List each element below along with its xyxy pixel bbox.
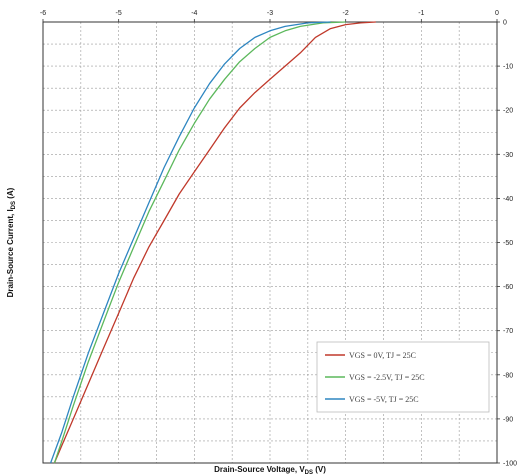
- legend-items: VGS = 0V, TJ = 25C VGS = -2.5V, TJ = 25C V…: [325, 351, 425, 404]
- series-line-2: [53, 21, 346, 464]
- x-tick-label: 0: [495, 10, 499, 17]
- y-tick-label: -10: [503, 64, 513, 71]
- y-axis-title: Drain-Source Current, IDS (A): [6, 187, 17, 297]
- x-tick-label: -5: [116, 10, 122, 17]
- series-line-3: [49, 21, 331, 464]
- legend-label-2: VGS = -2.5V, TJ = 25C: [349, 373, 425, 382]
- legend-label-1: VGS = 0V, TJ = 25C: [349, 351, 416, 360]
- legend-label-3: VGS = -5V, TJ = 25C: [349, 395, 419, 404]
- x-tick-label: -3: [267, 10, 273, 17]
- legend: VGS = 0V, TJ = 25C VGS = -2.5V, TJ = 25C V…: [316, 341, 490, 413]
- y-tick-label: -100: [503, 461, 517, 468]
- x-tick-label: -1: [418, 10, 424, 17]
- series-layer: [49, 21, 376, 464]
- x-tick-label: -2: [343, 10, 349, 17]
- y-tick-label: 0: [503, 20, 507, 27]
- x-tick-label: -6: [40, 10, 46, 17]
- y-tick-label: -90: [503, 416, 513, 423]
- x-tick-label: -4: [191, 10, 197, 17]
- y-tick-label: -80: [503, 372, 513, 379]
- series-line-1: [53, 21, 376, 464]
- legend-box: [316, 341, 490, 413]
- grid: [43, 22, 497, 463]
- x-axis-ticks: -6 -5 -4 -3 -2 -1 0: [40, 10, 499, 22]
- y-tick-label: -60: [503, 284, 513, 291]
- y-tick-label: -20: [503, 108, 513, 115]
- y-tick-label: -70: [503, 328, 513, 335]
- y-tick-label: -30: [503, 152, 513, 159]
- y-tick-label: -50: [503, 240, 513, 247]
- x-axis-title: Drain-Source Voltage, VDS (V): [214, 465, 326, 475]
- y-axis-ticks: 0 -10 -20 -30 -40 -50 -60 -70 -80 -90 -100: [497, 20, 517, 468]
- y-tick-label: -40: [503, 196, 513, 203]
